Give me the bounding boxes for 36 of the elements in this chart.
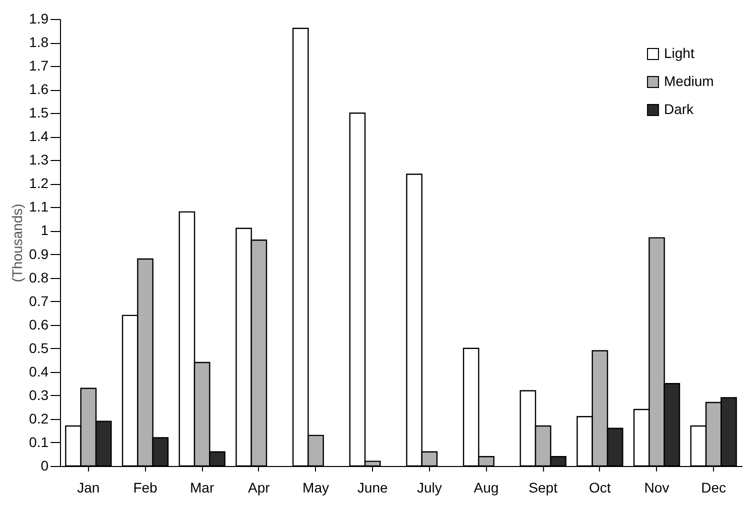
y-tick-label: 0.2 (29, 410, 49, 426)
y-tick-label: 0.8 (29, 269, 49, 286)
legend-label: Medium (664, 73, 714, 89)
y-tick-label: 1.6 (29, 81, 49, 98)
y-tick-label: 0.6 (29, 316, 49, 332)
y-tick-label: 1 (40, 222, 49, 238)
x-tick-label: Jan (77, 480, 100, 496)
y-tick-label: 1.4 (29, 128, 49, 144)
y-tick-label: 0.4 (29, 363, 49, 380)
legend-label: Light (664, 45, 694, 61)
x-tick-label: Mar (190, 480, 214, 496)
y-tick-label: 0.7 (29, 292, 49, 309)
x-tick-label: Dec (701, 480, 726, 496)
x-tick-label: June (357, 480, 388, 496)
y-tick-label: 0.9 (29, 246, 49, 262)
y-tick-label: 0 (40, 458, 49, 474)
x-tick-label: July (416, 480, 442, 496)
x-tick-label: Nov (644, 480, 670, 496)
x-tick-label: Feb (133, 480, 158, 496)
y-tick-label: 0.3 (29, 386, 49, 403)
x-tick-label: Sept (528, 480, 558, 496)
y-tick-label: 0.1 (29, 434, 49, 450)
y-tick-label: 1.8 (29, 34, 49, 50)
y-tick-label: 1.5 (29, 104, 49, 121)
y-tick-label: 1.9 (29, 10, 49, 26)
y-tick-label: 1.2 (29, 175, 49, 192)
legend-label: Dark (664, 101, 695, 117)
x-tick-label: May (302, 480, 329, 496)
y-axis-title: (Thousands) (9, 204, 26, 282)
x-tick-label: Aug (474, 480, 499, 496)
y-tick-label: 1.3 (29, 152, 49, 168)
x-tick-label: Oct (589, 480, 611, 496)
y-tick-label: 1.1 (29, 198, 49, 215)
x-tick-label: Apr (248, 480, 270, 496)
y-tick-label: 0.5 (29, 340, 49, 356)
y-tick-label: 1.7 (29, 58, 49, 74)
